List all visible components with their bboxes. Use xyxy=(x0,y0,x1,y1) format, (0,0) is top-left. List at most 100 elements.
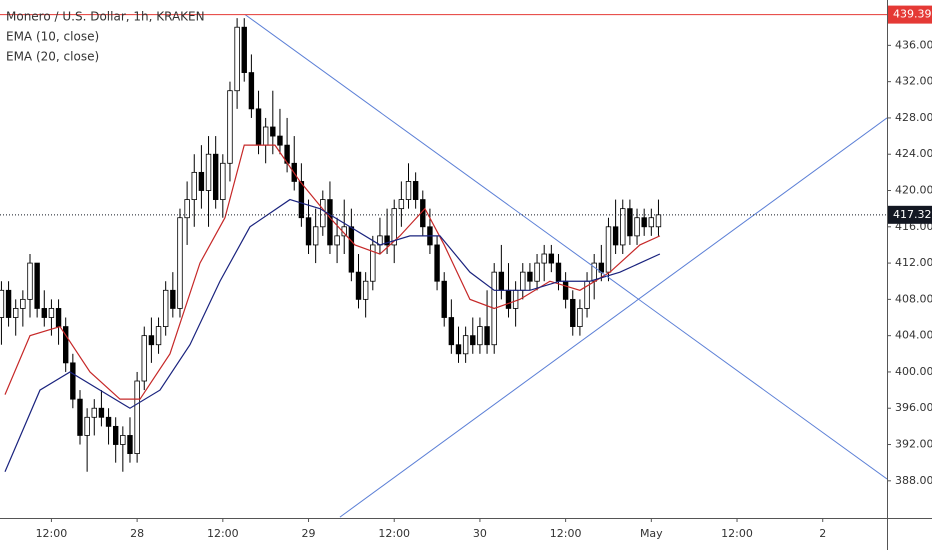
candle-down xyxy=(212,153,219,200)
legend-entry: EMA (20, close) xyxy=(6,50,99,64)
trend-line xyxy=(339,117,887,518)
candle-down xyxy=(270,126,276,137)
x-tick-label: 29 xyxy=(302,527,316,540)
y-tick-label: 400.00 xyxy=(895,365,932,378)
candle-up xyxy=(462,335,469,355)
candle-down xyxy=(327,199,333,246)
x-tick-label: 12:00 xyxy=(36,527,68,540)
candle-down xyxy=(448,317,455,346)
candle-up xyxy=(177,217,183,309)
candle-up xyxy=(370,244,376,282)
candle-down xyxy=(255,108,262,146)
x-tick-label: 28 xyxy=(130,527,144,540)
candle-up xyxy=(634,217,640,237)
candle-up xyxy=(120,435,126,445)
candle-up xyxy=(362,280,369,300)
candle-down xyxy=(562,280,569,300)
candle-down xyxy=(105,416,112,427)
candle-up xyxy=(512,289,519,309)
candle-down xyxy=(170,289,176,309)
candle-up xyxy=(0,289,5,318)
x-tick-label: 12:00 xyxy=(378,527,410,540)
candle-down xyxy=(55,308,62,327)
y-tick-label: 392.00 xyxy=(895,438,932,451)
candle-down xyxy=(627,208,633,237)
ema-line xyxy=(4,144,661,400)
candle-up xyxy=(234,26,240,92)
candle-down xyxy=(41,308,47,318)
candle-up xyxy=(655,214,662,228)
chart-title: Monero / U.S. Dollar, 1h, KRAKEN xyxy=(6,10,205,24)
candle-down xyxy=(98,407,105,418)
candle-down xyxy=(498,271,505,291)
candle-down xyxy=(112,425,119,445)
y-tick-label: 396.00 xyxy=(895,401,932,414)
candle-up xyxy=(205,153,212,191)
candle-down xyxy=(277,135,283,146)
candle-up xyxy=(27,262,33,300)
candle-up xyxy=(84,416,90,436)
candle-down xyxy=(355,271,362,300)
candle-down xyxy=(470,335,476,346)
candle-down xyxy=(241,26,247,73)
candle-up xyxy=(162,289,169,327)
candle-down xyxy=(148,335,155,346)
candle-up xyxy=(405,181,412,200)
candle-up xyxy=(605,226,612,273)
candle-up xyxy=(262,126,269,146)
price-label-box xyxy=(888,205,932,224)
candle-up xyxy=(391,208,397,246)
price-label: 439.39 xyxy=(893,8,932,21)
candle-up xyxy=(320,199,326,228)
ema-line xyxy=(4,198,661,472)
x-tick-label: 2 xyxy=(819,527,826,540)
y-tick-label: 420.00 xyxy=(895,184,932,197)
candle-down xyxy=(305,217,312,246)
candle-down xyxy=(455,344,462,355)
plot xyxy=(0,14,887,518)
axes: 388.00 392.00 396.00 400.00 404.00 408.00 412.… xyxy=(36,5,932,540)
price-label-box xyxy=(888,5,932,24)
candle-up xyxy=(648,217,655,228)
candle-down xyxy=(641,217,647,228)
x-tick-label: 12:00 xyxy=(550,527,582,540)
candle-up xyxy=(220,162,226,200)
candle-down xyxy=(548,253,555,264)
candle-up xyxy=(541,253,547,264)
candle-up xyxy=(141,335,147,382)
candle-up xyxy=(577,308,583,327)
candle-up xyxy=(13,308,19,318)
candle-down xyxy=(412,181,419,200)
candle-up xyxy=(620,208,626,246)
candle-up xyxy=(191,171,197,200)
x-tick-label: 30 xyxy=(473,527,487,540)
candle-up xyxy=(398,199,405,210)
y-tick-label: 432.00 xyxy=(895,75,932,88)
candle-down xyxy=(441,280,447,318)
candle-down xyxy=(384,235,390,246)
candle-up xyxy=(477,326,483,346)
y-tick-label: 408.00 xyxy=(895,292,932,305)
y-tick-label: 404.00 xyxy=(895,329,932,342)
price-label: 417.32 xyxy=(893,208,932,221)
candle-up xyxy=(134,380,140,454)
y-tick-label: 424.00 xyxy=(895,147,932,160)
candle-down xyxy=(570,298,576,327)
candle-up xyxy=(334,235,340,246)
candle-up xyxy=(312,226,319,246)
candle-down xyxy=(248,72,255,110)
candle-up xyxy=(520,271,526,291)
candle-down xyxy=(434,244,440,282)
candle-down xyxy=(298,181,305,219)
candle-down xyxy=(5,289,12,318)
candle-up xyxy=(48,308,55,318)
candle-down xyxy=(527,271,533,282)
x-tick-label: May xyxy=(640,527,663,540)
candle-down xyxy=(555,262,562,282)
candle-up xyxy=(155,326,162,346)
y-tick-label: 428.00 xyxy=(895,111,932,124)
candle-up xyxy=(227,90,233,164)
x-tick-label: 12:00 xyxy=(207,527,239,540)
